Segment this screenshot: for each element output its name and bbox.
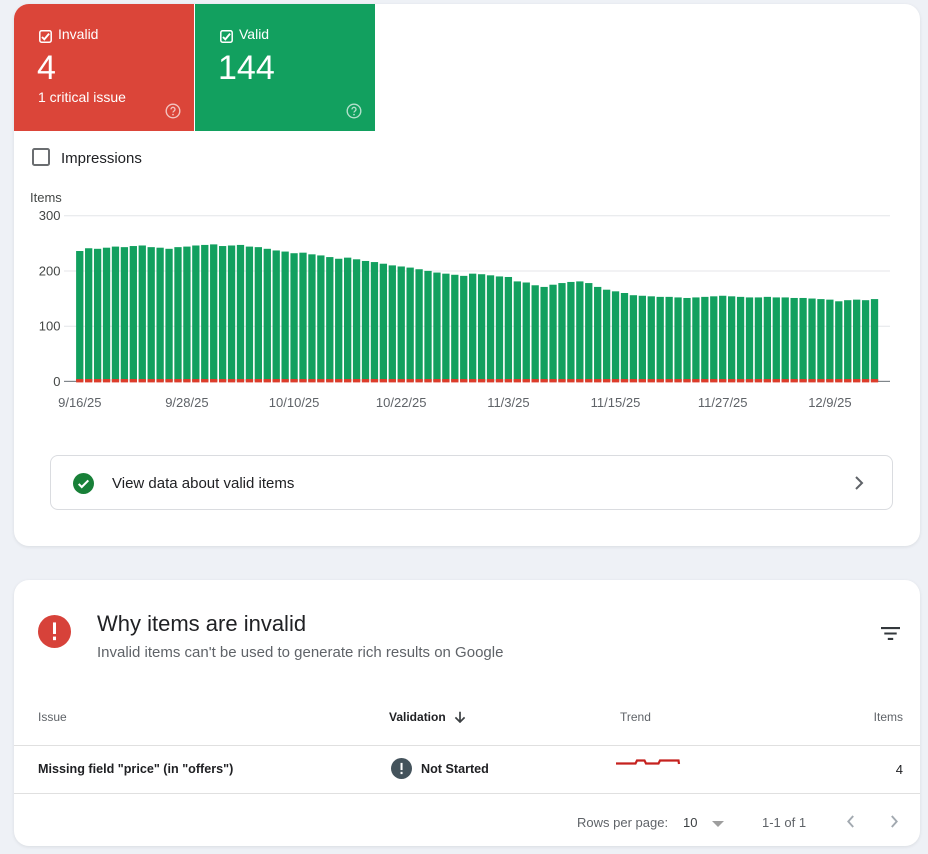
svg-text:0: 0 [53,374,60,389]
svg-text:10/22/25: 10/22/25 [376,395,427,410]
svg-text:11/15/25: 11/15/25 [591,395,641,410]
svg-text:11/27/25: 11/27/25 [698,395,748,410]
svg-text:300: 300 [39,208,61,223]
svg-text:9/28/25: 9/28/25 [165,395,208,410]
svg-text:9/16/25: 9/16/25 [58,395,101,410]
svg-text:12/9/25: 12/9/25 [808,395,851,410]
svg-text:Items: Items [30,190,62,205]
svg-text:11/3/25: 11/3/25 [487,395,529,410]
svg-text:100: 100 [39,319,61,334]
svg-text:10/10/25: 10/10/25 [269,395,320,410]
svg-text:200: 200 [39,264,61,279]
